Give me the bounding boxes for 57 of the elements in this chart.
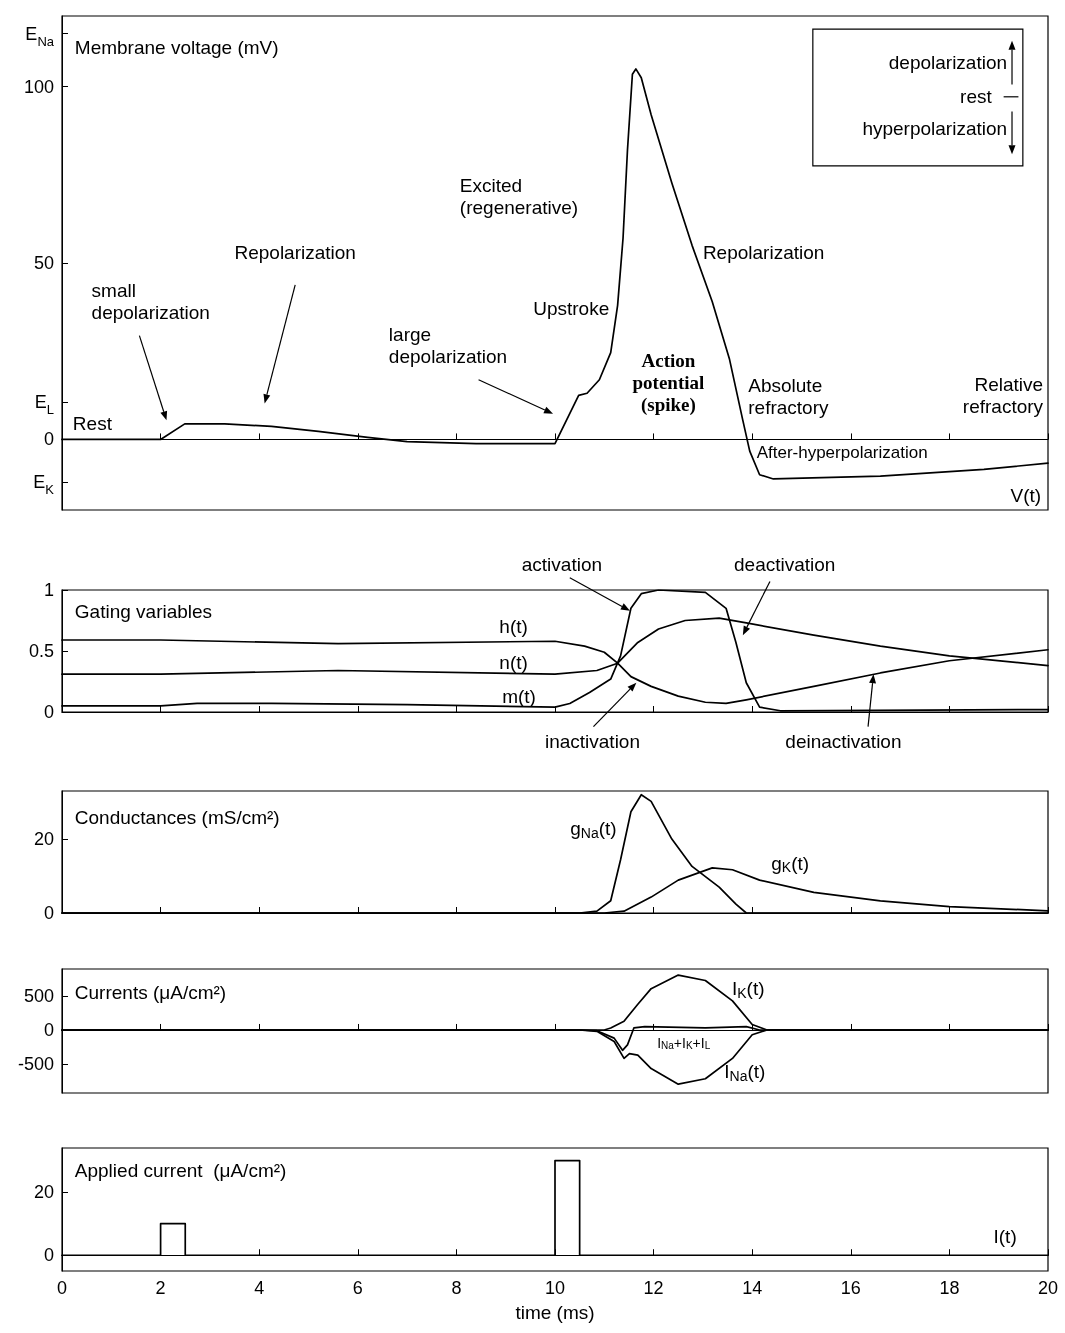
- y-tick-label: E$_{Na}$: [25, 23, 55, 49]
- y-tick-label: 100: [23, 76, 54, 97]
- annotation: Rest: [72, 413, 113, 435]
- y-tick-label: 500: [23, 986, 54, 1007]
- y-tick-label: 0: [43, 1245, 54, 1266]
- series-label: I(t): [993, 1226, 1017, 1248]
- text: Currents (μA/cm²): [74, 981, 227, 1003]
- y-tick-label: E$_{L}$: [34, 392, 54, 418]
- text: deactivation: [734, 553, 836, 575]
- y-tick-label: -500: [17, 1053, 54, 1074]
- annotation: depolarization: [888, 52, 1008, 74]
- annotation: activation: [521, 553, 603, 575]
- x-tick-label: 2: [155, 1278, 166, 1298]
- y-tick-label: 0: [43, 903, 54, 923]
- text: Gating variables: [74, 601, 213, 623]
- x-axis-title: time (ms): [515, 1302, 595, 1323]
- text: Applied current (μA/cm²): [74, 1159, 287, 1181]
- y-tick-label: 20: [33, 1182, 54, 1203]
- x-tick-label: 4: [254, 1278, 265, 1298]
- y-tick-label: 0: [43, 702, 54, 722]
- annotation: small depolarization: [91, 280, 210, 324]
- y-tick-label: 20: [33, 829, 54, 850]
- x-tick-label: 18: [939, 1278, 960, 1298]
- series-label: m(t): [502, 685, 536, 707]
- annotation: Repolarization: [702, 242, 825, 264]
- annotation: Excited (regenerative): [459, 175, 579, 219]
- annotation: deinactivation: [785, 731, 902, 753]
- annotation: Action potential (spike): [632, 350, 705, 417]
- x-tick-label: 14: [742, 1278, 763, 1298]
- y-tick-label: 0.5: [28, 641, 54, 661]
- x-tick-label: 6: [352, 1278, 363, 1298]
- series-label: n(t): [499, 652, 528, 674]
- x-tick-label: 8: [451, 1278, 462, 1298]
- annotation: hyperpolarization: [862, 118, 1008, 140]
- series-label: V(t): [1010, 485, 1042, 507]
- annotation: Repolarization: [234, 241, 356, 263]
- text: Membrane voltage (mV): [74, 37, 279, 59]
- x-tick-label: 10: [544, 1278, 566, 1298]
- x-tick-label: 12: [643, 1278, 664, 1298]
- annotation: inactivation: [544, 731, 640, 753]
- y-tick-label: 50: [33, 253, 54, 273]
- y-tick-label: E$_{K}$: [33, 471, 55, 497]
- annotation: rest: [960, 86, 993, 108]
- annotation: Relative refractory: [962, 373, 1044, 417]
- annotation: Upstroke: [533, 298, 610, 320]
- y-tick-label: 1: [43, 580, 54, 600]
- x-tick-label: 16: [840, 1278, 861, 1298]
- x-tick-label: 0: [56, 1278, 68, 1298]
- annotation: Absolute refractory: [748, 375, 829, 419]
- text: Conductances (mS/cm²): [74, 806, 280, 828]
- y-tick-label: 0: [43, 429, 54, 450]
- x-tick-label: 20: [1037, 1278, 1059, 1298]
- annotation: large depolarization: [388, 324, 508, 368]
- y-tick-label: 0: [43, 1019, 54, 1040]
- series-label: h(t): [499, 616, 528, 638]
- legend-label: INa+IK+IL: [657, 1034, 711, 1052]
- annotation: After-hyperpolarization: [756, 443, 928, 463]
